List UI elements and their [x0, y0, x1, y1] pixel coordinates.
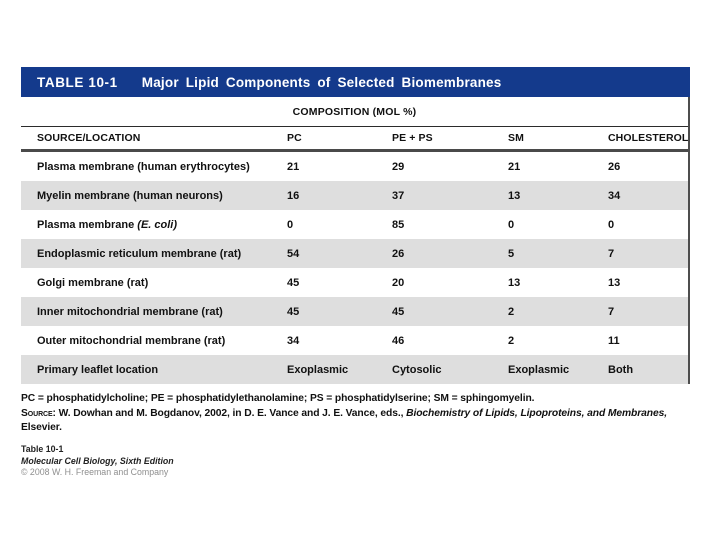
table-row-primary-leaflet: Primary leaflet location Exoplasmic Cyto…: [21, 355, 688, 384]
cell-sm: 0: [508, 218, 515, 231]
abbreviation-key: PC = phosphatidylcholine; PE = phosphati…: [21, 393, 535, 404]
table-title: Major Lipid Components of Selected Biome…: [141, 74, 502, 90]
cell-pe-ps: 85: [392, 218, 405, 231]
table-title-bar: TABLE 10-1 Major Lipid Components of Sel…: [21, 67, 690, 97]
cell-pc: Exoplasmic: [287, 363, 349, 376]
cell-pc: 0: [287, 218, 294, 231]
row-source: Plasma membrane (human erythrocytes): [37, 160, 250, 173]
cell-sm: 13: [508, 189, 521, 202]
row-source: Inner mitochondrial membrane (rat): [37, 305, 223, 318]
cell-cholesterol: 11: [608, 334, 620, 347]
col-header-pc: PC: [287, 132, 302, 144]
cell-pc: 45: [287, 305, 300, 318]
cell-cholesterol: 13: [608, 276, 621, 289]
cell-cholesterol: 7: [608, 247, 615, 260]
source-publisher: Elsevier.: [21, 422, 62, 433]
row-source: Endoplasmic reticulum membrane (rat): [37, 247, 242, 260]
cell-pc: 21: [287, 160, 300, 173]
slide-credits: Table 10-1 Molecular Cell Biology, Sixth…: [21, 444, 174, 479]
credit-table-ref: Table 10-1: [21, 444, 64, 454]
credit-copyright: © 2008 W. H. Freeman and Company: [21, 467, 169, 477]
cell-pe-ps: 46: [392, 334, 405, 347]
table-row: Plasma membrane (human erythrocytes) 21 …: [21, 152, 688, 181]
cell-pc: 54: [287, 247, 300, 260]
table-footnotes: PC = phosphatidylcholine; PE = phosphati…: [21, 392, 716, 436]
source-authors: W. Dowhan and M. Bogdanov, 2002, in D. E…: [55, 407, 407, 419]
column-header-row: SOURCE/LOCATION PC PE + PS SM CHOLESTERO…: [21, 127, 688, 152]
cell-pe-ps: 26: [392, 247, 405, 260]
table-number: TABLE 10-1: [37, 74, 118, 90]
cell-cholesterol: 7: [608, 305, 615, 318]
table-row: Inner mitochondrial membrane (rat) 45 45…: [21, 297, 688, 326]
row-source: Primary leaflet location: [37, 363, 159, 376]
cell-sm: 13: [508, 276, 521, 289]
source-citation: Source: W. Dowhan and M. Bogdanov, 2002,…: [21, 407, 716, 422]
table-row: Endoplasmic reticulum membrane (rat) 54 …: [21, 239, 688, 268]
table-row: Myelin membrane (human neurons) 16 37 13…: [21, 181, 688, 210]
cell-pc: 16: [287, 189, 300, 202]
row-source: Outer mitochondrial membrane (rat): [37, 334, 226, 347]
composition-label: COMPOSITION (MOL %): [292, 105, 417, 118]
source-label: Source:: [21, 407, 56, 419]
cell-pe-ps: 45: [392, 305, 405, 318]
cell-pe-ps: 20: [392, 276, 405, 289]
col-header-cholesterol: CHOLESTEROL: [608, 132, 689, 144]
lipid-components-table: TABLE 10-1 Major Lipid Components of Sel…: [21, 67, 690, 384]
table-row: Outer mitochondrial membrane (rat) 34 46…: [21, 326, 688, 355]
cell-cholesterol: 34: [608, 189, 621, 202]
table-body: COMPOSITION (MOL %) SOURCE/LOCATION PC P…: [21, 97, 690, 384]
table-row: Golgi membrane (rat) 45 20 13 13: [21, 268, 688, 297]
cell-sm: Exoplasmic: [508, 363, 570, 376]
cell-pe-ps: Cytosolic: [392, 363, 442, 376]
cell-pe-ps: 37: [392, 189, 405, 202]
col-header-pe-ps: PE + PS: [392, 132, 433, 144]
composition-header: COMPOSITION (MOL %): [21, 97, 688, 127]
table-row: Plasma membrane (E. coli) 0 85 0 0: [21, 210, 688, 239]
source-book-title: Biochemistry of Lipids, Lipoproteins, an…: [406, 407, 667, 419]
credit-book-title: Molecular Cell Biology, Sixth Edition: [21, 455, 174, 466]
row-source: Plasma membrane (E. coli): [37, 218, 178, 231]
cell-cholesterol: 26: [608, 160, 621, 173]
col-header-sm: SM: [508, 132, 524, 144]
row-source: Myelin membrane (human neurons): [37, 189, 223, 202]
col-header-source: SOURCE/LOCATION: [37, 132, 141, 144]
cell-pe-ps: 29: [392, 160, 405, 173]
cell-sm: 21: [508, 160, 521, 173]
cell-pc: 34: [287, 334, 300, 347]
row-source: Golgi membrane (rat): [37, 276, 149, 289]
cell-sm: 2: [508, 305, 515, 318]
cell-sm: 2: [508, 334, 515, 347]
cell-cholesterol: Both: [608, 363, 634, 376]
cell-sm: 5: [508, 247, 515, 260]
cell-pc: 45: [287, 276, 300, 289]
cell-cholesterol: 0: [608, 218, 615, 231]
